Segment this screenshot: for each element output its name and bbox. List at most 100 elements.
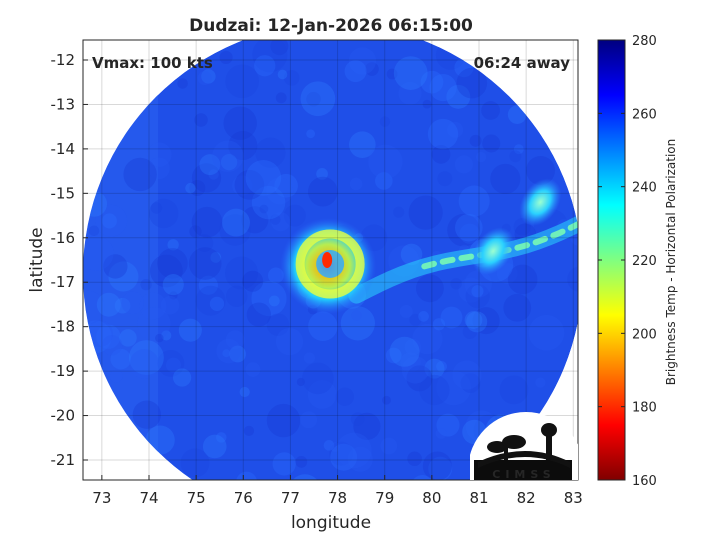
texture-blob: [209, 296, 225, 312]
texture-blob: [114, 297, 131, 314]
texture-blob: [220, 153, 238, 171]
texture-blob: [219, 50, 233, 65]
texture-blob: [283, 70, 300, 86]
texture-blob: [128, 340, 164, 376]
texture-blob: [155, 333, 164, 343]
texture-blob: [161, 330, 172, 341]
texture-blob: [228, 131, 258, 161]
texture-blob: [380, 437, 398, 455]
texture-blob: [503, 293, 532, 322]
texture-blob: [137, 307, 171, 341]
texture-blob: [283, 204, 306, 227]
texture-blob: [169, 291, 178, 300]
texture-blob: [229, 345, 246, 363]
texture-blob: [197, 71, 212, 86]
texture-blob: [499, 375, 529, 405]
texture-blob: [148, 157, 170, 180]
x-tick-label: 80: [422, 489, 441, 507]
texture-blob: [407, 451, 422, 466]
texture-blob: [400, 352, 421, 373]
texture-blob: [348, 47, 377, 75]
texture-blob: [195, 234, 214, 252]
colorbar-tick-label: 200: [632, 327, 657, 342]
texture-blob: [464, 311, 483, 329]
texture-blob: [428, 456, 453, 480]
texture-blob: [101, 213, 117, 229]
texture-blob: [303, 352, 316, 364]
texture-blob: [236, 471, 258, 480]
grid-lines: [83, 40, 578, 480]
texture-blob: [353, 412, 381, 440]
texture-blob: [300, 81, 336, 117]
texture-blob: [234, 170, 265, 200]
texture-blob: [275, 328, 304, 356]
texture-blob: [103, 254, 128, 279]
y-axis: -12 -13 -14 -15 -16 -17 -18 -19 -20 -21: [51, 51, 88, 469]
texture-blob: [194, 113, 208, 127]
y-tick-label: -16: [51, 229, 76, 247]
texture-blob: [223, 106, 257, 140]
texture-blob: [427, 118, 459, 150]
texture-blob: [351, 310, 362, 321]
texture-blob: [96, 324, 121, 349]
texture-blob: [454, 155, 473, 174]
texture-blob: [336, 432, 372, 469]
texture-blob: [296, 377, 305, 387]
colorbar-ticks: 160 180 200 220 240 260 280: [598, 34, 657, 489]
plot-frame: [82, 39, 579, 481]
texture-blob: [464, 270, 492, 298]
texture-blob: [232, 175, 253, 196]
texture-blob: [198, 275, 218, 295]
texture-blob: [252, 40, 288, 73]
texture-blob: [308, 311, 338, 342]
texture-blob: [350, 412, 365, 426]
texture-blob: [323, 440, 335, 451]
texture-blob: [101, 335, 123, 356]
texture-blob: [382, 395, 391, 405]
texture-blob: [109, 369, 123, 383]
texture-blob: [302, 362, 334, 395]
texture-blob: [307, 380, 337, 409]
texture-blob: [208, 169, 219, 180]
texture-blob: [509, 150, 522, 163]
texture-blob: [535, 377, 546, 388]
x-axis-label: longitude: [291, 513, 371, 533]
texture-blob: [440, 306, 463, 329]
x-axis: 73 74 75 76 77 78 79 80 81 82 83: [92, 475, 583, 507]
cimss-logo: CIMSS: [470, 412, 578, 481]
x-tick-label: 79: [375, 489, 394, 507]
texture-blob: [139, 292, 167, 320]
texture-blob: [191, 163, 222, 193]
texture-blob: [202, 434, 227, 459]
texture-blob: [110, 348, 132, 370]
texture-blob: [420, 70, 444, 94]
texture-blob: [121, 291, 144, 315]
texture-blob: [83, 235, 114, 271]
texture-blob: [150, 254, 183, 288]
texture-blob: [177, 78, 188, 89]
texture-blob: [251, 280, 287, 317]
texture-blob: [456, 67, 488, 99]
texture-blob: [415, 274, 444, 303]
texture-blob: [450, 278, 462, 290]
texture-blob: [306, 129, 316, 139]
texture-blob: [150, 202, 163, 214]
x-tick-label: 81: [469, 489, 488, 507]
texture-blob: [482, 134, 501, 153]
texture-blob: [330, 443, 358, 471]
texture-blob: [399, 304, 413, 318]
texture-blob: [210, 252, 222, 263]
texture-blob: [254, 55, 276, 77]
texture-blob: [272, 452, 296, 476]
texture-blob: [260, 509, 268, 517]
y-tick-label: -20: [51, 407, 76, 425]
texture-blob: [216, 338, 241, 364]
texture-blob: [419, 374, 450, 406]
texture-blob: [195, 285, 226, 316]
texture-blob: [412, 323, 443, 355]
texture-blob: [422, 451, 452, 480]
texture-blob: [259, 204, 269, 214]
y-tick-label: -13: [51, 95, 76, 113]
texture-blob: [172, 368, 192, 387]
texture-blob: [379, 116, 391, 127]
